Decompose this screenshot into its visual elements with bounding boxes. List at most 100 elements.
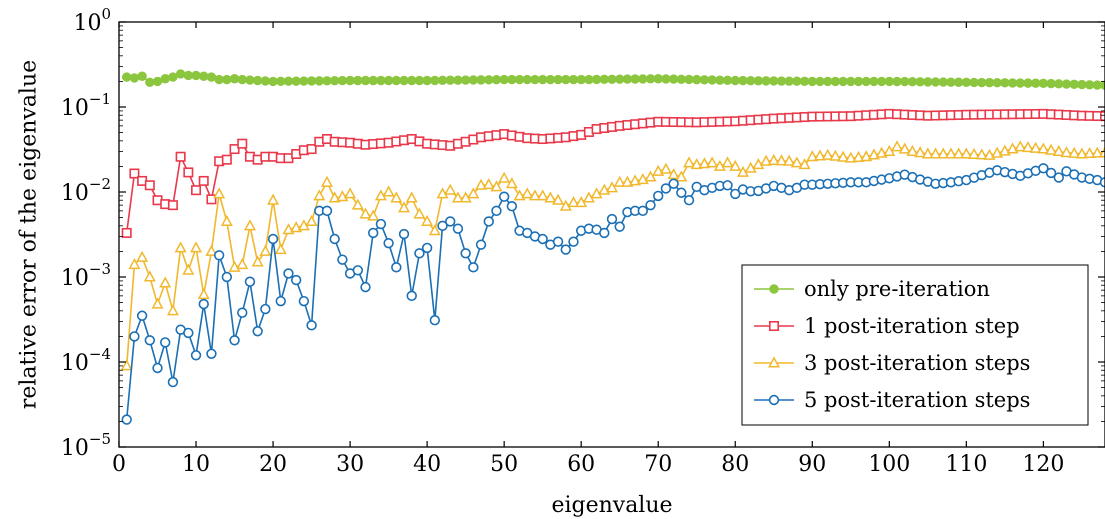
data-point bbox=[260, 303, 271, 315]
y-tick-label: 10−2 bbox=[61, 175, 111, 206]
data-point bbox=[283, 76, 294, 86]
data-point bbox=[391, 262, 402, 273]
data-point bbox=[406, 290, 417, 302]
data-point bbox=[660, 183, 672, 194]
data-point bbox=[1069, 79, 1079, 90]
data-point bbox=[506, 201, 518, 212]
data-point bbox=[1030, 78, 1041, 88]
data-point bbox=[268, 76, 278, 87]
data-point bbox=[629, 174, 642, 186]
data-point bbox=[237, 307, 248, 318]
data-point bbox=[683, 195, 695, 206]
legend-label: 1 post-iteration step bbox=[804, 314, 1020, 338]
data-point bbox=[491, 205, 502, 217]
data-point bbox=[198, 175, 209, 186]
data-point bbox=[174, 241, 187, 253]
data-point bbox=[853, 76, 864, 87]
data-point bbox=[713, 159, 726, 171]
data-point bbox=[698, 157, 711, 169]
legend-marker bbox=[768, 394, 780, 406]
data-point bbox=[490, 180, 503, 192]
data-point bbox=[359, 207, 372, 219]
data-point bbox=[921, 147, 934, 159]
data-point bbox=[744, 161, 757, 173]
data-point bbox=[175, 69, 186, 79]
data-point bbox=[475, 239, 487, 250]
data-point bbox=[159, 276, 172, 288]
data-point bbox=[329, 75, 340, 86]
data-point bbox=[846, 76, 856, 87]
data-point bbox=[206, 194, 217, 205]
data-point bbox=[175, 151, 186, 162]
series-4 bbox=[121, 163, 1105, 425]
data-point bbox=[584, 74, 594, 85]
data-point bbox=[521, 187, 534, 199]
data-point bbox=[946, 77, 956, 87]
data-point bbox=[314, 76, 324, 86]
data-point bbox=[360, 75, 371, 86]
data-point bbox=[645, 199, 656, 211]
data-point bbox=[699, 75, 710, 85]
data-point bbox=[953, 77, 964, 87]
data-point bbox=[382, 185, 395, 197]
legend-marker bbox=[769, 284, 779, 294]
data-point bbox=[1038, 163, 1049, 174]
data-point bbox=[753, 76, 764, 86]
data-point bbox=[1007, 78, 1018, 88]
data-point bbox=[275, 295, 286, 307]
series-2 bbox=[121, 108, 1105, 238]
data-point bbox=[891, 140, 904, 152]
data-point bbox=[952, 147, 965, 159]
data-point bbox=[907, 76, 918, 87]
data-point bbox=[852, 150, 865, 162]
data-point bbox=[644, 170, 657, 182]
data-point bbox=[328, 191, 341, 203]
data-point bbox=[360, 281, 371, 293]
data-point bbox=[545, 74, 556, 85]
data-point bbox=[960, 147, 973, 159]
data-point bbox=[421, 242, 433, 254]
data-point bbox=[129, 168, 140, 179]
data-point bbox=[468, 262, 479, 273]
legend-item: only pre-iteration bbox=[754, 277, 990, 301]
data-point bbox=[676, 187, 687, 198]
data-point bbox=[306, 76, 317, 86]
data-point bbox=[376, 75, 386, 86]
data-point bbox=[476, 75, 486, 85]
data-point bbox=[1045, 143, 1058, 155]
data-point bbox=[769, 76, 779, 86]
data-point bbox=[390, 191, 403, 203]
data-point bbox=[445, 75, 455, 85]
data-point bbox=[844, 151, 857, 163]
data-point bbox=[599, 74, 609, 85]
data-point bbox=[252, 75, 263, 86]
data-point bbox=[914, 146, 927, 158]
data-point bbox=[167, 376, 179, 388]
data-point bbox=[145, 77, 155, 88]
data-point bbox=[429, 315, 441, 326]
data-point bbox=[198, 298, 209, 310]
x-tick-label: 110 bbox=[945, 452, 987, 477]
data-point bbox=[621, 175, 634, 187]
data-point bbox=[738, 75, 748, 86]
data-point bbox=[1015, 78, 1025, 88]
data-point bbox=[244, 276, 256, 287]
data-point bbox=[221, 271, 233, 283]
data-point bbox=[830, 76, 841, 87]
data-point bbox=[507, 74, 517, 85]
data-point bbox=[668, 74, 679, 84]
data-point bbox=[220, 214, 233, 226]
legend-label: 3 post-iteration steps bbox=[804, 351, 1030, 375]
data-point bbox=[915, 77, 925, 87]
data-point bbox=[353, 75, 363, 86]
data-point bbox=[745, 75, 756, 86]
data-point bbox=[968, 147, 981, 159]
data-point bbox=[637, 205, 649, 217]
data-point bbox=[568, 74, 579, 85]
data-point bbox=[822, 76, 833, 87]
data-point bbox=[337, 254, 348, 265]
data-point bbox=[653, 74, 663, 84]
data-point bbox=[166, 304, 179, 316]
y-tick-label: 10−4 bbox=[61, 345, 111, 376]
data-point bbox=[615, 74, 625, 84]
